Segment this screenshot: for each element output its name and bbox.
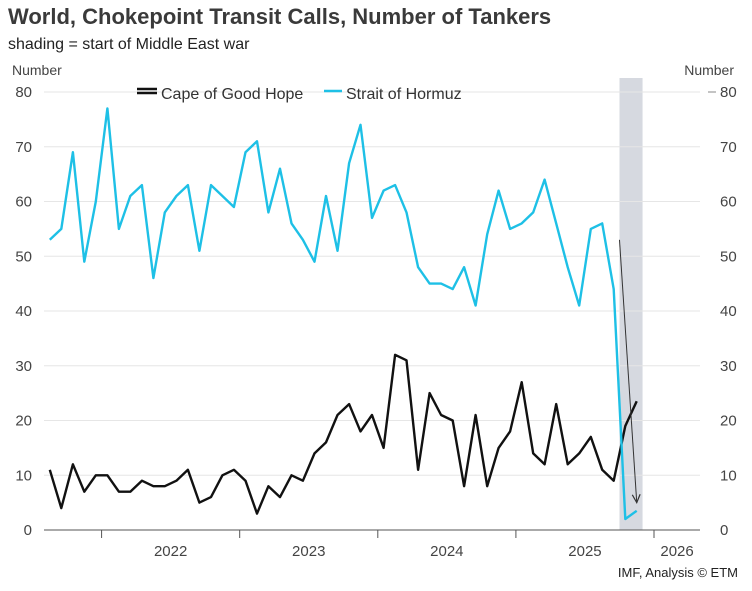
annotation-arrow-head: [631, 494, 641, 505]
y-tick-label-right: 30: [720, 358, 737, 375]
x-tick-label: 2023: [292, 543, 325, 560]
y-tick-label-right: 50: [720, 248, 737, 265]
y-tick-label-left: 50: [15, 248, 32, 265]
chart-subtitle: shading = start of Middle East war: [8, 36, 250, 53]
y-tick-label-right: 40: [720, 303, 737, 320]
source-note: IMF, Analysis © ETM: [617, 565, 738, 580]
y-axis-label-right: Number: [684, 62, 734, 78]
legend-label-cape-of-good-hope: Cape of Good Hope: [161, 86, 303, 103]
y-tick-label-left: 30: [15, 358, 32, 375]
x-tick-label: 2026: [660, 543, 693, 560]
y-tick-label-right: 80: [720, 84, 737, 101]
y-tick-label-left: 10: [15, 467, 32, 484]
y-tick-label-right: 10: [720, 467, 737, 484]
legend-label-strait-of-hormuz: Strait of Hormuz: [346, 86, 462, 103]
series-line-cape-of-good-hope: [48, 353, 638, 515]
y-tick-label-left: 80: [15, 84, 32, 101]
y-tick-label-left: 60: [15, 194, 32, 211]
x-tick-label: 2022: [154, 543, 187, 560]
x-tick-label: 2024: [430, 543, 463, 560]
y-tick-label-right: 70: [720, 139, 737, 156]
y-tick-label-right: 0: [720, 522, 728, 539]
y-tick-label-left: 40: [15, 303, 32, 320]
chart-title: World, Chokepoint Transit Calls, Number …: [8, 4, 552, 29]
y-tick-label-left: 70: [15, 139, 32, 156]
y-axis-label-left: Number: [12, 62, 62, 78]
war-shading: [619, 78, 643, 530]
y-tick-label-right: 20: [720, 413, 737, 430]
y-tick-label-right: 60: [720, 194, 737, 211]
y-tick-label-left: 0: [24, 522, 32, 539]
series-line-strait-of-hormuz: [48, 107, 638, 521]
x-tick-label: 2025: [568, 543, 601, 560]
annotation-arrow-shaft: [618, 239, 638, 503]
y-tick-label-left: 20: [15, 413, 32, 430]
